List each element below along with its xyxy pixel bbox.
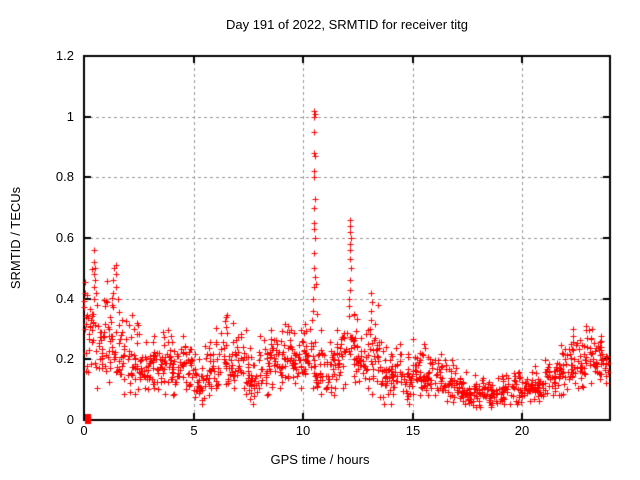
y-tick-label: 0.2	[55, 351, 74, 366]
x-axis-label: GPS time / hours	[270, 452, 370, 467]
chart-title: Day 191 of 2022, SRMTID for receiver tit…	[225, 17, 469, 32]
x-tick-label: 20	[514, 423, 530, 438]
y-tick-label: 1	[66, 109, 74, 124]
y-tick-label: 0.4	[55, 291, 74, 306]
x-tick-label: 10	[295, 423, 311, 438]
y-tick-label: 0	[66, 412, 74, 427]
x-tick-label: 15	[405, 423, 421, 438]
y-tick-label: 1.2	[55, 48, 74, 63]
x-tick-label: 5	[190, 423, 198, 438]
y-tick-label: 0.8	[55, 169, 74, 184]
y-tick-label: 0.6	[55, 230, 74, 245]
x-tick-label: 0	[80, 423, 88, 438]
